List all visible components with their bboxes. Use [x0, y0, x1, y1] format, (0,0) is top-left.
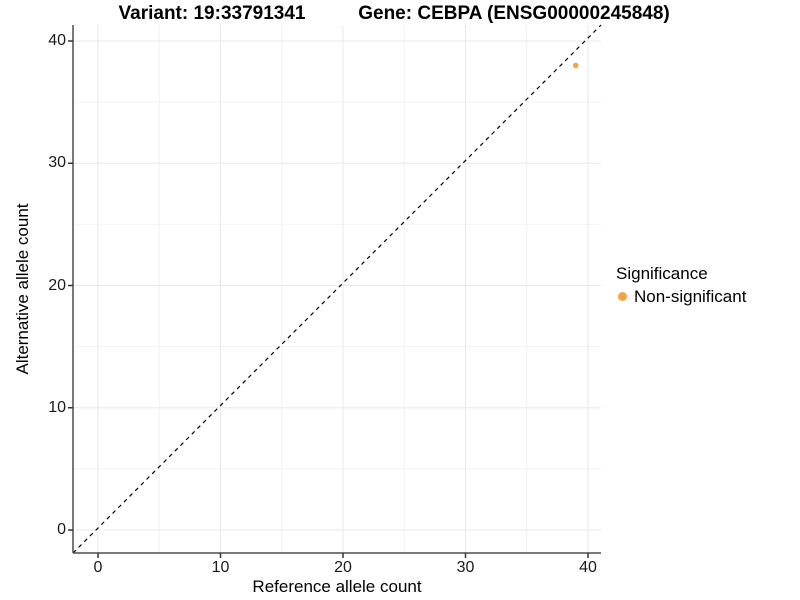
- x-tick-label: 20: [334, 559, 352, 576]
- x-tick-label: 10: [211, 559, 230, 576]
- legend-item-label: Non-significant: [634, 287, 747, 306]
- legend-item: Non-significant: [615, 286, 746, 307]
- y-tick-label: 40: [48, 32, 66, 49]
- x-tick-label: 30: [456, 559, 475, 576]
- identity-line: [72, 24, 602, 554]
- x-tick-label: 0: [93, 559, 103, 576]
- y-tick-label: 20: [48, 276, 66, 294]
- x-axis-label: Reference allele count: [252, 577, 422, 596]
- y-tick-label: 0: [57, 521, 66, 538]
- legend: Significance Non-significant: [615, 263, 746, 307]
- y-tick-label: 30: [48, 154, 66, 172]
- x-tick-label: 40: [579, 559, 597, 576]
- y-axis-label: Alternative allele count: [13, 203, 32, 375]
- legend-point-icon: [618, 292, 627, 301]
- legend-title: Significance: [616, 264, 708, 283]
- data-point: [572, 62, 579, 69]
- gene-title: Gene: CEBPA (ENSG00000245848): [358, 3, 670, 24]
- variant-title: Variant: 19:33791341: [118, 3, 306, 24]
- y-tick-label: 10: [48, 398, 66, 416]
